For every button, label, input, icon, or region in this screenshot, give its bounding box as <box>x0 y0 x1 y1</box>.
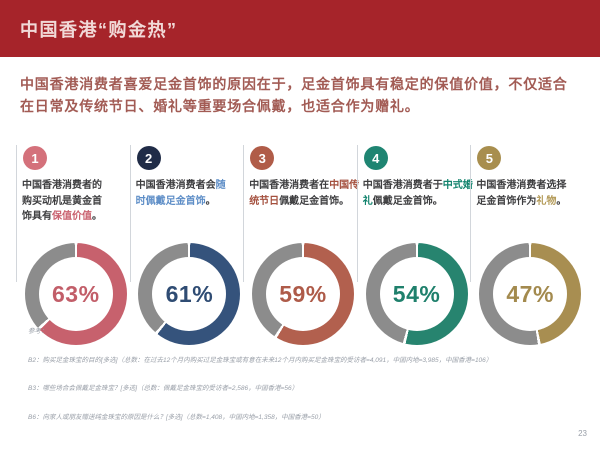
donut-value: 54% <box>392 280 441 307</box>
donut-hole: 54% <box>379 257 454 331</box>
reason-column-3: 3 中国香港消费者在中国传 统节日佩戴足金首饰。 59% <box>243 143 360 345</box>
reason-text-pre: 中国香港消费者会 <box>135 180 216 191</box>
reason-highlight: 礼物 <box>536 195 557 207</box>
reason-text-post: 佩戴足金首饰。 <box>372 195 443 207</box>
slide-title: 中国香港“购金热” <box>20 19 178 40</box>
reason-highlight: 随 时佩戴足金首饰 <box>135 180 226 207</box>
footnote-line: B2：购买足金珠宝的目的[多选]（总数：在过去12个月内购买过足金珠宝或有意在未… <box>28 356 493 364</box>
column-divider <box>129 145 131 282</box>
reason-number-badge: 4 <box>363 146 388 170</box>
reason-text-pre: 中国香港消费者在 <box>249 180 330 191</box>
reason-text: 中国香港消费者于中式婚 礼佩戴足金首饰。 <box>362 178 473 238</box>
footnote-line: 参考： <box>28 328 48 335</box>
donut-chart: 61% <box>138 243 241 345</box>
donut-hole: 47% <box>493 257 568 331</box>
column-divider <box>470 145 472 282</box>
reason-column-4: 4 中国香港消费者于中式婚 礼佩戴足金首饰。 54% <box>356 143 473 345</box>
donut-hole: 61% <box>152 257 227 331</box>
reason-column-5: 5 中国香港消费者选择 足金首饰作为礼物。 47% <box>470 143 584 345</box>
reason-number-badge: 1 <box>23 146 47 170</box>
donut-chart: 59% <box>251 243 354 345</box>
donut-value: 47% <box>506 280 554 307</box>
intro-paragraph: 中国香港消费者喜爱足金首饰的原因在于，足金首饰具有稳定的保值价值，不仅适合 在日… <box>20 76 568 114</box>
column-divider <box>356 145 358 282</box>
reason-column-2: 2 中国香港消费者会随 时佩戴足金首饰。 61% <box>129 143 244 345</box>
reason-text-post: 。 <box>92 211 102 222</box>
reason-text: 中国香港消费者会随 时佩戴足金首饰。 <box>136 178 244 238</box>
reason-text-post: 佩戴足金首饰。 <box>279 195 350 207</box>
reason-text: 中国香港消费者选择 足金首饰作为礼物。 <box>476 178 584 238</box>
donut-value: 59% <box>279 280 327 307</box>
footnote-line: B6：向家人或朋友赠送纯金珠宝的原因是什么？[多选]（总数=1,408，中国内地… <box>28 413 325 421</box>
reason-text: 中国香港消费者在中国传 统节日佩戴足金首饰。 <box>249 178 360 238</box>
reason-highlight: 中式婚 礼 <box>362 180 473 207</box>
reason-text-pre: 中国香港消费者的 购买动机是黄金首 饰具有 <box>22 180 102 222</box>
reason-highlight: 中国传 统节日 <box>249 180 360 207</box>
donut-chart: 54% <box>365 243 468 345</box>
donut-chart: 63% <box>24 243 127 345</box>
donut-value: 63% <box>52 280 100 307</box>
reason-columns: 1 中国香港消费者的 购买动机是黄金首 饰具有保值价值。 63% 2 中国香港消… <box>16 143 584 345</box>
reason-text: 中国香港消费者的 购买动机是黄金首 饰具有保值价值。 <box>22 178 130 238</box>
reason-column-1: 1 中国香港消费者的 购买动机是黄金首 饰具有保值价值。 63% <box>16 143 130 345</box>
donut-value: 61% <box>165 280 214 307</box>
donut-hole: 59% <box>265 257 340 331</box>
reason-text-post: 。 <box>556 195 567 207</box>
reason-text-post: 。 <box>205 195 216 207</box>
reason-number-badge: 5 <box>477 146 502 170</box>
donut-chart: 47% <box>479 243 582 345</box>
column-divider <box>16 145 17 282</box>
title-banner: 中国香港“购金热” <box>0 0 600 57</box>
footnotes: 参考： B2：购买足金珠宝的目的[多选]（总数：在过去12个月内购买过足金珠宝或… <box>28 308 492 441</box>
reason-text-pre: 中国香港消费者选择 足金首饰作为 <box>476 180 567 207</box>
page-number: 23 <box>578 429 587 438</box>
reason-text-pre: 中国香港消费者于 <box>362 180 443 191</box>
reason-number-badge: 2 <box>136 146 161 170</box>
donut-hole: 63% <box>38 257 113 331</box>
footnote-line: B3：哪些场合会佩戴足金珠宝？[多选]（总数：佩戴足金珠宝的受访者=2,586，… <box>28 385 299 392</box>
reason-highlight: 保值价值 <box>52 211 92 222</box>
column-divider <box>243 145 245 282</box>
reason-number-badge: 3 <box>250 146 275 170</box>
